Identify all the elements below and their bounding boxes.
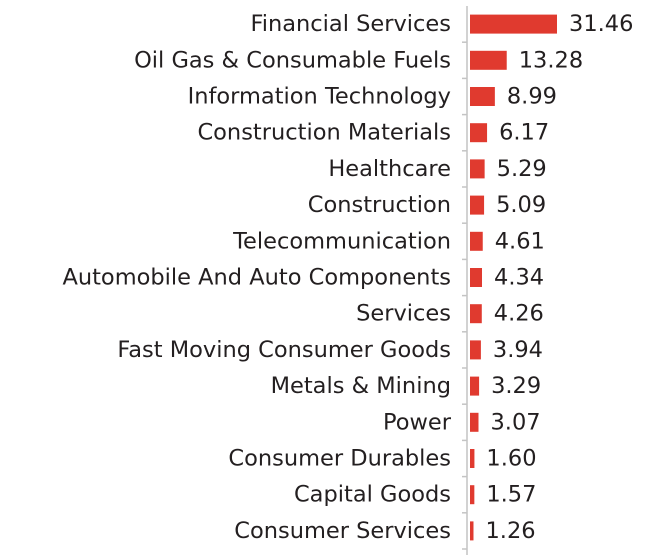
- data-label: 6.17: [499, 120, 549, 146]
- category-label: Capital Goods: [294, 482, 451, 508]
- category-label: Services: [356, 301, 451, 327]
- bar: [470, 412, 479, 432]
- data-label: 31.46: [569, 11, 633, 37]
- data-label: 13.28: [519, 47, 583, 73]
- category-label: Healthcare: [328, 156, 451, 182]
- category-label: Oil Gas & Consumable Fuels: [134, 47, 451, 73]
- bar: [470, 521, 474, 541]
- bar: [470, 14, 557, 34]
- data-label: 1.60: [486, 446, 536, 472]
- data-label: 4.34: [494, 265, 544, 291]
- data-label: 5.29: [497, 156, 547, 182]
- bar: [470, 376, 480, 396]
- category-label: Information Technology: [188, 84, 451, 110]
- bar: [470, 485, 475, 505]
- bar: [470, 50, 507, 70]
- category-label: Financial Services: [250, 11, 451, 37]
- bar: [470, 123, 488, 143]
- data-label: 5.09: [496, 192, 546, 218]
- data-label: 4.26: [494, 301, 544, 327]
- data-label: 3.94: [493, 337, 543, 363]
- bar: [470, 304, 482, 324]
- category-label: Construction Materials: [197, 120, 451, 146]
- bar: [470, 195, 485, 215]
- bar: [470, 159, 485, 179]
- category-label: Metals & Mining: [271, 373, 451, 399]
- data-label: 3.07: [490, 409, 540, 435]
- bar: [470, 87, 495, 106]
- plot-area: Financial Services 31.46 Oil Gas & Consuma…: [62, 6, 633, 555]
- category-label: Telecommunication: [232, 228, 451, 254]
- category-label: Power: [383, 409, 452, 435]
- category-label: Construction: [308, 192, 451, 218]
- category-label: Consumer Durables: [228, 446, 451, 472]
- category-label: Consumer Services: [234, 518, 451, 544]
- data-label: 4.61: [495, 228, 545, 254]
- data-label: 8.99: [507, 84, 557, 110]
- data-label: 3.29: [491, 373, 541, 399]
- category-label: Fast Moving Consumer Goods: [117, 337, 451, 363]
- bar: [470, 268, 483, 287]
- category-label: Automobile And Auto Components: [62, 265, 451, 291]
- data-label: 1.26: [485, 518, 535, 544]
- data-label: 1.57: [486, 482, 536, 508]
- bar: [470, 231, 483, 251]
- bar: [470, 449, 475, 468]
- bar: [470, 340, 481, 360]
